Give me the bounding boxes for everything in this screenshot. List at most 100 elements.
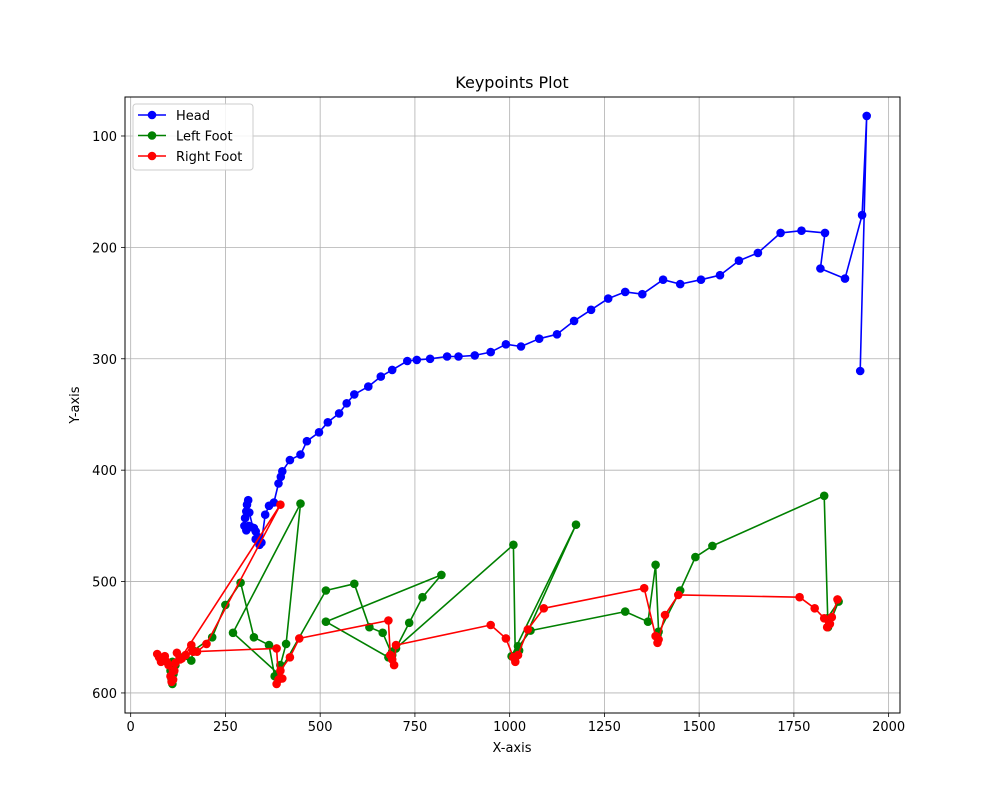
data-point-head [425,354,435,364]
data-point-right-foot [175,655,185,664]
data-point-left-foot [571,520,581,529]
data-point-head [470,351,480,360]
x-tick-label: 1250 [588,720,621,735]
data-point-head [620,287,630,297]
y-tick-label: 600 [92,687,117,702]
legend-marker-head [147,110,157,120]
ticks: 0 250 500 750 1000 1250 1500 1750 2000 100 200 300 4… [92,130,905,735]
data-point-left-foot [264,640,274,650]
data-point-head [364,382,373,391]
data-point-head [516,342,526,351]
data-point-right-foot [833,595,842,604]
legend-marker-right-foot [147,151,157,161]
legend-label-head: Head [176,109,210,124]
data-point-left-foot [296,499,305,508]
data-point-head [675,279,685,289]
data-point-right-foot [827,612,837,622]
data-point-head [776,228,785,238]
data-point-right-foot [639,583,649,593]
data-point-left-foot [691,552,700,562]
data-point-right-foot [819,614,829,623]
y-tick-label: 500 [92,576,117,591]
data-point-right-foot [272,679,281,689]
legend-label-right-foot: Right Foot [176,150,242,165]
plot-frame [124,96,901,714]
x-tick-label: 1750 [777,720,810,735]
data-point-right-foot [164,660,173,670]
data-point-right-foot [170,666,179,675]
data-point-head [658,275,668,285]
data-point-right-foot [539,604,549,613]
data-point-head [552,330,562,339]
data-point-head [323,418,333,427]
data-point-head [715,270,725,280]
grid [125,97,900,713]
data-point-left-foot [321,586,331,595]
data-point-head [240,521,249,531]
data-point-head [638,289,647,299]
data-point-head [855,366,865,376]
data-point-head [603,294,613,303]
data-point-right-foot [187,640,196,650]
data-point-right-foot [795,592,804,602]
x-tick-label: 1000 [493,720,526,735]
data-point-right-foot [188,647,198,656]
data-point-right-foot [501,634,511,643]
series-head [240,111,871,550]
series-layer [152,111,871,689]
y-tick-label: 200 [92,241,117,256]
data-point-head [274,479,283,488]
data-point-right-foot [272,644,281,653]
data-point-right-foot [384,616,393,625]
legend: Head Left Foot Right Foot [132,103,254,171]
chart-title: Keypoints Plot [455,73,568,92]
data-point-left-foot [404,618,414,628]
data-point-left-foot [708,541,717,551]
data-point-left-foot [819,491,829,501]
data-point-head [387,365,397,375]
data-point-head [534,334,544,344]
data-point-left-foot [378,628,388,638]
data-point-head [753,248,763,258]
data-point-head [412,355,422,365]
data-point-head [569,316,579,326]
data-point-right-foot [389,660,399,670]
data-point-right-foot [391,640,401,650]
data-point-left-foot [418,592,427,602]
data-point-head [840,274,850,283]
data-point-left-foot [437,570,446,580]
legend-label-left-foot: Left Foot [176,130,233,145]
data-point-left-foot [281,639,291,649]
data-point-head [269,498,279,507]
data-point-head [820,228,830,238]
data-point-left-foot [228,628,238,638]
data-point-right-foot [511,657,520,667]
legend-box [132,103,254,171]
x-tick-label: 750 [403,720,428,735]
data-point-left-foot [187,656,196,665]
data-point-left-foot [207,633,217,642]
y-tick-label: 300 [92,353,117,368]
data-point-left-foot [509,540,518,550]
data-point-head [314,428,324,437]
x-tick-label: 0 [127,720,135,735]
data-point-head [376,372,386,381]
data-point-head [302,436,312,446]
data-point-head [260,510,270,519]
data-point-head [586,305,596,315]
x-tick-label: 2000 [872,720,905,735]
data-point-head [501,340,511,349]
data-point-head [857,210,867,220]
data-point-right-foot [276,500,285,510]
y-tick-label: 400 [92,464,117,479]
data-point-head [243,495,253,505]
data-point-head [862,111,871,121]
data-point-head [797,226,806,235]
data-point-head [342,399,352,408]
data-point-right-foot [513,650,523,660]
data-point-right-foot [523,625,533,634]
data-point-left-foot [350,579,359,589]
legend-marker-left-foot [147,131,157,140]
data-point-head [350,390,359,399]
